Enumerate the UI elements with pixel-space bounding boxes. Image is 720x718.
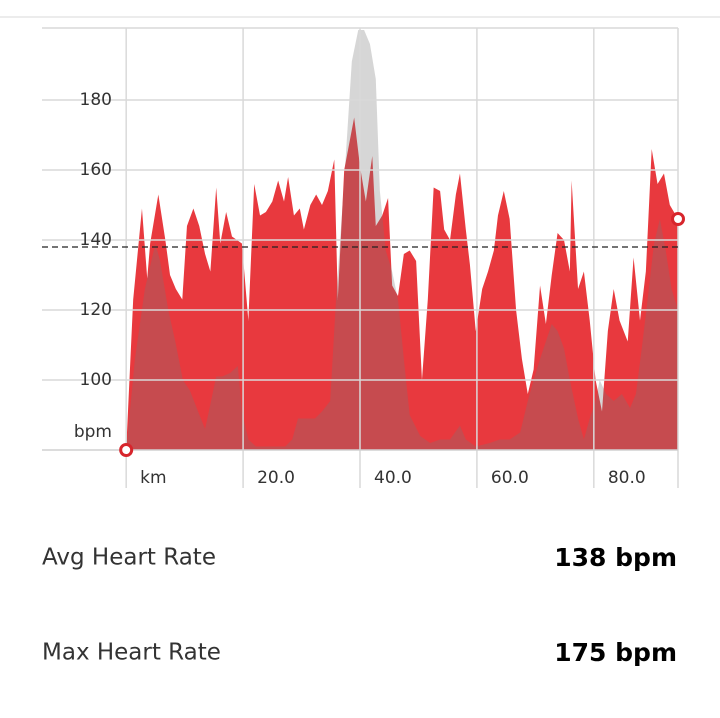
y-tick-label: 180 (80, 90, 112, 110)
stat-label: Max Heart Rate (42, 640, 221, 666)
y-tick-label: 140 (80, 230, 112, 250)
plot: 100 120 140 160 180 km 20.0 40.0 60.0 80.0 bpm (42, 27, 685, 488)
y-tick-label: 160 (80, 160, 112, 180)
end-marker (671, 212, 685, 226)
area (126, 117, 678, 450)
end-marker (119, 443, 134, 457)
x-tick-label: 40.0 (374, 468, 412, 488)
y-axis-label: bpm (74, 422, 112, 442)
y-tick-label: 120 (80, 300, 112, 320)
stat-value: 138 bpm (554, 543, 677, 572)
areas (126, 30, 678, 450)
area (126, 30, 678, 450)
x-tick-label: 20.0 (257, 468, 295, 488)
stat-label: Avg Heart Rate (42, 545, 216, 571)
x-tick-label: 80.0 (608, 468, 646, 488)
x-tick-label: 60.0 (491, 468, 529, 488)
x-tick-label: km (140, 468, 166, 488)
stat-value: 175 bpm (554, 638, 677, 667)
y-tick-label: 100 (80, 370, 112, 390)
